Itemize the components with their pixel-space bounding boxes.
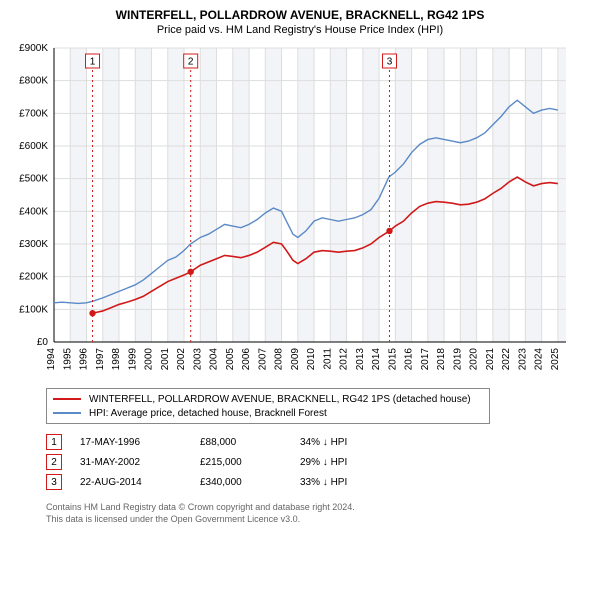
sale-pct-vs-hpi: 29% ↓ HPI xyxy=(300,457,400,468)
svg-text:2000: 2000 xyxy=(144,348,155,371)
sale-pct-vs-hpi: 34% ↓ HPI xyxy=(300,437,400,448)
svg-text:2006: 2006 xyxy=(241,348,252,371)
sale-marker-icon: 2 xyxy=(46,454,62,470)
sale-price: £340,000 xyxy=(200,477,300,488)
legend-item: WINTERFELL, POLLARDROW AVENUE, BRACKNELL… xyxy=(53,392,483,406)
page-subtitle: Price paid vs. HM Land Registry's House … xyxy=(10,24,590,36)
svg-text:1996: 1996 xyxy=(79,348,90,371)
svg-text:£200K: £200K xyxy=(19,272,48,283)
legend-label: WINTERFELL, POLLARDROW AVENUE, BRACKNELL… xyxy=(89,394,471,405)
svg-text:2019: 2019 xyxy=(452,348,463,371)
svg-text:2014: 2014 xyxy=(371,348,382,371)
sale-row: 3 22-AUG-2014£340,00033% ↓ HPI xyxy=(46,472,590,492)
svg-text:2025: 2025 xyxy=(550,348,561,371)
svg-text:1995: 1995 xyxy=(62,348,73,371)
svg-text:2020: 2020 xyxy=(469,348,480,371)
svg-text:1994: 1994 xyxy=(46,348,57,371)
svg-text:2022: 2022 xyxy=(501,348,512,371)
svg-text:2001: 2001 xyxy=(160,348,171,371)
sales-table: 1 17-MAY-1996£88,00034% ↓ HPI 2 31-MAY-2002… xyxy=(46,432,590,492)
svg-text:3: 3 xyxy=(387,57,393,68)
svg-text:2005: 2005 xyxy=(225,348,236,371)
svg-text:2008: 2008 xyxy=(274,348,285,371)
svg-text:2018: 2018 xyxy=(436,348,447,371)
svg-text:2004: 2004 xyxy=(209,348,220,371)
footer-line-2: This data is licensed under the Open Gov… xyxy=(46,514,590,526)
svg-text:2012: 2012 xyxy=(339,348,350,371)
svg-text:£500K: £500K xyxy=(19,174,48,185)
svg-text:£0: £0 xyxy=(37,337,49,348)
svg-text:2002: 2002 xyxy=(176,348,187,371)
svg-text:£600K: £600K xyxy=(19,141,48,152)
svg-text:£300K: £300K xyxy=(19,239,48,250)
svg-text:2023: 2023 xyxy=(517,348,528,371)
price-chart: £0 £100K £200K £300K £400K £500K £600K £700K £80… xyxy=(10,42,570,382)
svg-text:1997: 1997 xyxy=(95,348,106,371)
sale-date: 17-MAY-1996 xyxy=(80,437,200,448)
svg-text:£800K: £800K xyxy=(19,76,48,87)
sale-marker-icon: 3 xyxy=(46,474,62,490)
svg-text:£900K: £900K xyxy=(19,43,48,54)
sale-pct-vs-hpi: 33% ↓ HPI xyxy=(300,477,400,488)
legend-swatch xyxy=(53,398,81,400)
sale-price: £88,000 xyxy=(200,437,300,448)
sale-row: 2 31-MAY-2002£215,00029% ↓ HPI xyxy=(46,452,590,472)
legend-label: HPI: Average price, detached house, Brac… xyxy=(89,408,327,419)
sale-price: £215,000 xyxy=(200,457,300,468)
svg-text:2: 2 xyxy=(188,57,194,68)
svg-text:2021: 2021 xyxy=(485,348,496,371)
svg-text:2016: 2016 xyxy=(404,348,415,371)
svg-text:2003: 2003 xyxy=(192,348,203,371)
svg-text:2009: 2009 xyxy=(290,348,301,371)
attribution-footer: Contains HM Land Registry data © Crown c… xyxy=(46,502,590,525)
footer-line-1: Contains HM Land Registry data © Crown c… xyxy=(46,502,590,514)
sale-date: 22-AUG-2014 xyxy=(80,477,200,488)
legend-swatch xyxy=(53,412,81,414)
sale-date: 31-MAY-2002 xyxy=(80,457,200,468)
sale-marker-icon: 1 xyxy=(46,434,62,450)
svg-text:£700K: £700K xyxy=(19,108,48,119)
svg-text:2011: 2011 xyxy=(322,348,333,370)
sale-row: 1 17-MAY-1996£88,00034% ↓ HPI xyxy=(46,432,590,452)
chart-container: £0 £100K £200K £300K £400K £500K £600K £700K £80… xyxy=(10,42,590,382)
svg-text:2024: 2024 xyxy=(534,348,545,371)
svg-text:1: 1 xyxy=(90,57,96,68)
svg-text:2017: 2017 xyxy=(420,348,431,371)
svg-text:2007: 2007 xyxy=(257,348,268,371)
svg-text:£400K: £400K xyxy=(19,206,48,217)
svg-text:2013: 2013 xyxy=(355,348,366,371)
svg-text:£100K: £100K xyxy=(19,304,48,315)
legend: WINTERFELL, POLLARDROW AVENUE, BRACKNELL… xyxy=(46,388,490,424)
page-title: WINTERFELL, POLLARDROW AVENUE, BRACKNELL… xyxy=(10,8,590,22)
svg-text:1999: 1999 xyxy=(127,348,138,371)
legend-item: HPI: Average price, detached house, Brac… xyxy=(53,406,483,420)
svg-text:2010: 2010 xyxy=(306,348,317,371)
svg-text:2015: 2015 xyxy=(387,348,398,371)
svg-text:1998: 1998 xyxy=(111,348,122,371)
